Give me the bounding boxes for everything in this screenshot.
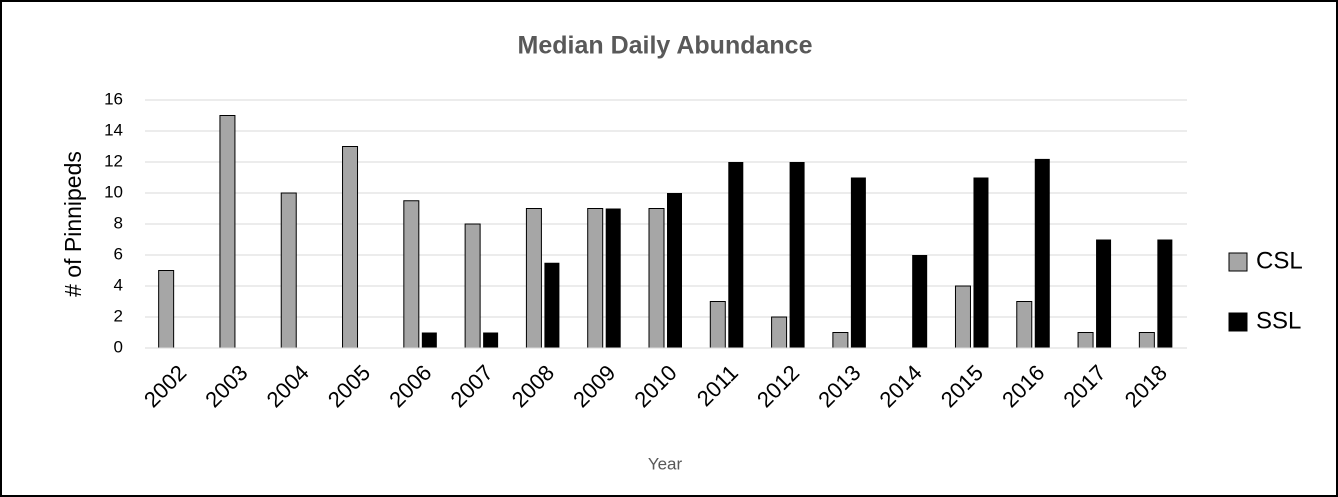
legend-label: CSL xyxy=(1256,247,1303,274)
bar xyxy=(525,208,542,349)
y-tick-label: 16 xyxy=(104,89,123,108)
legend-label: SSL xyxy=(1256,307,1301,334)
legend-swatch xyxy=(1228,252,1248,272)
bar xyxy=(587,208,604,349)
bar xyxy=(464,223,481,349)
chart-title: Median Daily Abundance xyxy=(518,32,813,60)
y-tick-label: 6 xyxy=(114,244,123,263)
y-tick-label: 12 xyxy=(104,151,123,170)
bar xyxy=(342,146,359,349)
bar xyxy=(973,177,989,348)
y-tick-label: 4 xyxy=(114,275,123,294)
bar xyxy=(1096,239,1112,348)
bar xyxy=(850,177,866,348)
bar xyxy=(1034,158,1050,348)
bar xyxy=(483,332,499,348)
bar xyxy=(667,193,682,348)
bar xyxy=(280,192,297,349)
bar xyxy=(1077,332,1094,349)
bar xyxy=(832,332,849,349)
y-tick-label: 8 xyxy=(114,213,123,232)
bar xyxy=(544,262,560,348)
legend-swatch xyxy=(1228,312,1248,332)
bar xyxy=(789,162,805,348)
y-tick-label: 14 xyxy=(104,120,123,139)
bar xyxy=(403,200,420,349)
bar xyxy=(605,208,621,348)
bar xyxy=(771,316,788,349)
bar xyxy=(158,270,175,349)
y-axis-label: # of Pinnipeds xyxy=(60,151,86,297)
y-tick-label: 2 xyxy=(114,306,123,325)
x-axis-label: Year xyxy=(648,454,683,473)
bar xyxy=(1016,301,1033,349)
y-tick-label: 10 xyxy=(104,182,123,201)
y-tick-label: 0 xyxy=(114,337,123,356)
bar xyxy=(1157,239,1173,348)
bar xyxy=(954,285,971,349)
bar xyxy=(219,115,236,349)
bar xyxy=(709,301,726,349)
bar xyxy=(728,162,744,348)
bar xyxy=(912,255,928,348)
bar xyxy=(648,208,665,349)
bar xyxy=(1138,332,1155,349)
bar xyxy=(421,332,437,348)
